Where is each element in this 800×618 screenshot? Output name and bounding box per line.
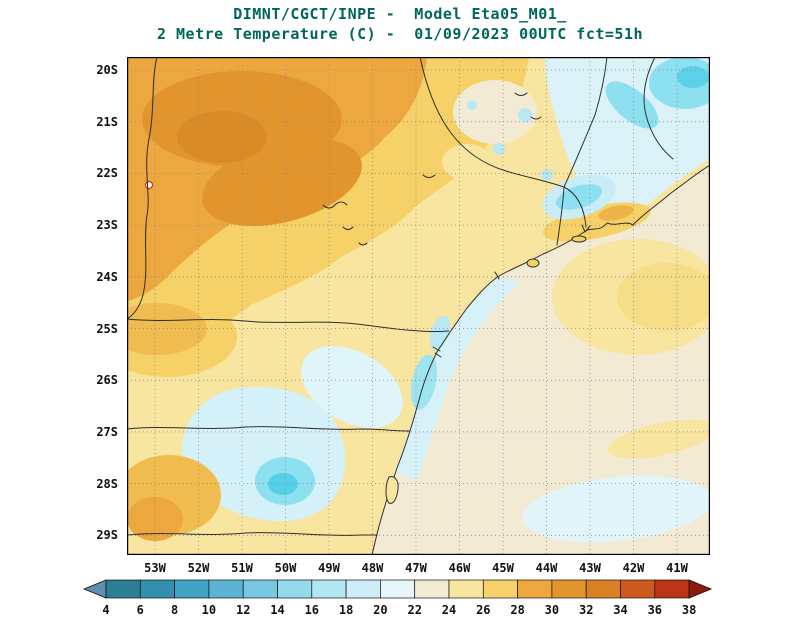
colorbar-tick-label: 24: [442, 603, 456, 617]
coastline: [371, 164, 710, 555]
colorbar-tick-label: 18: [339, 603, 353, 617]
colorbar-segment: [620, 579, 656, 599]
chart-title-line1: DIMNT/CGCT/INPE - Model Eta05_M01_: [233, 5, 567, 23]
temperature-fill-contours: [127, 57, 710, 555]
colorbar-segment: [277, 579, 313, 599]
colorbar-arrow-right: [688, 579, 713, 599]
state-border: [127, 318, 450, 333]
river-line: [127, 57, 158, 320]
island-outline: [526, 258, 540, 268]
colorbar-segment: [174, 579, 210, 599]
colorbar-tick-label: 14: [270, 603, 284, 617]
x-axis-tick-label: 51W: [231, 561, 253, 575]
colorbar-tick-label: 20: [373, 603, 387, 617]
colorbar-segment: [139, 579, 175, 599]
map-frame: [127, 57, 710, 555]
colorbar-tick-label: 30: [545, 603, 559, 617]
river-squiggle: [530, 116, 542, 120]
colorbar-tick-label: 36: [648, 603, 662, 617]
y-axis-tick-label: 28S: [96, 476, 118, 491]
y-axis-tick-label: 24S: [96, 269, 118, 284]
x-axis-tick-label: 50W: [274, 561, 297, 575]
y-axis-tick-label: 26S: [96, 373, 118, 388]
x-axis-tick-label: 53W: [144, 561, 166, 575]
y-axis-tick-label: 22S: [96, 166, 118, 181]
bay-detail: [581, 224, 591, 233]
x-axis-tick-label: 42W: [622, 561, 645, 575]
x-axis-tick-label: 52W: [187, 561, 210, 575]
coastlines-borders: [127, 57, 710, 555]
colorbar-tick-label: 26: [476, 603, 490, 617]
colorbar-tick-label: 4: [102, 603, 109, 617]
river-squiggle: [358, 242, 368, 246]
x-axis-tick-label: 48W: [361, 561, 384, 575]
colorbar-segment: [345, 579, 381, 599]
x-axis-tick-label: 45W: [492, 561, 514, 575]
temperature-map-panel: [127, 57, 710, 555]
river-squiggle: [322, 201, 348, 209]
x-axis-tick-label: 46W: [448, 561, 471, 575]
colorbar-segment: [517, 579, 553, 599]
y-axis-tick-label: 25S: [96, 321, 118, 336]
colorbar-segment: [551, 579, 587, 599]
colorbar-tick-label: 38: [682, 603, 696, 617]
island-outline: [571, 235, 587, 243]
colorbar-tick-label: 6: [137, 603, 144, 617]
state-border: [127, 426, 411, 432]
y-axis-tick-label: 21S: [96, 114, 118, 129]
x-axis-tick-label: 44W: [535, 561, 558, 575]
colorbar-tick-label: 12: [236, 603, 250, 617]
colorbar-tick-label: 22: [407, 603, 421, 617]
colorbar-arrow-left: [82, 579, 107, 599]
bay-detail: [494, 271, 500, 280]
y-axis-tick-label: 27S: [96, 424, 118, 439]
colorbar-tick-label: 8: [171, 603, 178, 617]
colorbar-tick-label: 10: [202, 603, 216, 617]
river-line: [643, 57, 674, 160]
river-squiggle: [422, 174, 436, 178]
river-squiggle: [342, 226, 354, 230]
x-axis-tick-label: 41W: [666, 561, 688, 575]
colorbar-tick-label: 32: [579, 603, 593, 617]
y-axis-tick-label: 29S: [96, 528, 118, 543]
colorbar-segment: [242, 579, 278, 599]
x-axis-tick-label: 47W: [405, 561, 427, 575]
colorbar-segment: [311, 579, 347, 599]
colorbar-segment: [414, 579, 450, 599]
colorbar-tick-label: 28: [510, 603, 524, 617]
colorbar-tick-label: 16: [305, 603, 319, 617]
x-axis-tick-label: 49W: [318, 561, 340, 575]
colorbar-segment: [380, 579, 416, 599]
state-border: [563, 57, 608, 188]
y-axis-tick-label: 23S: [96, 218, 118, 233]
state-border: [419, 57, 587, 228]
colorbar-segment: [482, 579, 518, 599]
x-axis-tick-label: 43W: [579, 561, 601, 575]
bay-detail: [432, 346, 442, 358]
colorbar-segment: [208, 579, 244, 599]
state-border: [556, 186, 565, 246]
colorbar-segment: [448, 579, 484, 599]
colorbar: 4 6 8 10 12 14 16 18 20 22 24 26 28 30 32 34 36 38: [82, 579, 713, 617]
colorbar-segment: [585, 579, 621, 599]
colorbar-segment: [105, 579, 141, 599]
colorbar-segment: [654, 579, 690, 599]
chart-title-line2: 2 Metre Temperature (C) - 01/09/2023 00U…: [156, 25, 644, 43]
island-outline: [385, 476, 399, 504]
state-border: [127, 532, 378, 536]
y-axis-tick-label: 20S: [96, 63, 118, 77]
colorbar-tick-label: 34: [613, 603, 627, 617]
river-squiggle: [514, 92, 528, 96]
